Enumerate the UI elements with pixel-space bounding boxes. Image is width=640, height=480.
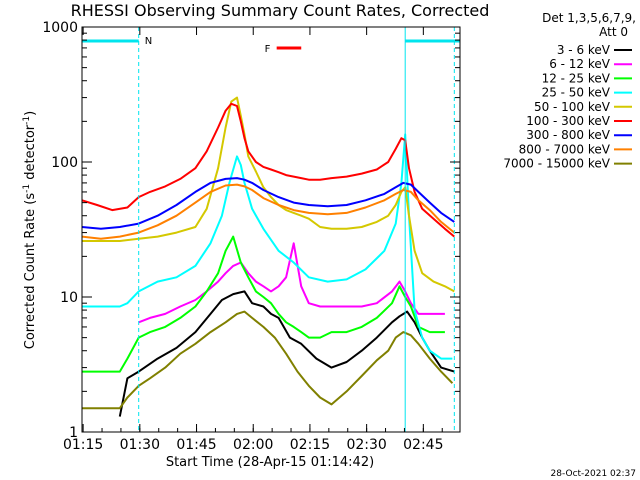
x-axis-title: Start Time (28-Apr-15 01:14:42)	[166, 455, 374, 470]
legend-label-300-800-kev: 300 - 800 keV	[526, 128, 610, 142]
y-axis-title-exp1: -1	[22, 184, 32, 193]
flare-label: F	[265, 44, 271, 55]
legend-label-25-50-kev: 25 - 50 keV	[542, 86, 611, 100]
x-tick-label: 02:30	[346, 437, 386, 453]
series-line-25-50-kev	[82, 133, 453, 360]
plot-frame	[81, 26, 461, 433]
y-tick-label: 1000	[42, 20, 78, 36]
x-tick-label: 02:00	[233, 437, 273, 453]
y-tick-label: 1	[69, 425, 78, 441]
y-tick-label: 10	[60, 290, 78, 306]
chart-title: RHESSI Observing Summary Count Rates, Co…	[71, 1, 490, 20]
series-line-7000-15000-kev	[82, 310, 454, 410]
legend-label-12-25-kev: 12 - 25 keV	[542, 71, 611, 85]
y-axis-title-part3: )	[23, 111, 38, 116]
legend-label-3-6-kev: 3 - 6 keV	[557, 43, 611, 57]
x-tick-label: 01:15	[63, 437, 103, 453]
y-tick-label: 100	[51, 155, 78, 171]
series-line-100-300-kev	[82, 102, 455, 238]
y-axis-title-part1: Corrected Count Rate (s	[23, 193, 38, 350]
y-axis-title-exp2: -1	[22, 116, 32, 125]
legend-label-7000-15000-kev: 7000 - 15000 keV	[503, 157, 610, 171]
legend-label-100-300-kev: 100 - 300 keV	[526, 114, 610, 128]
legend-header-line2: Att 0	[599, 25, 628, 39]
legend-label-50-100-kev: 50 - 100 keV	[534, 100, 611, 114]
x-tick-label: 01:45	[176, 437, 216, 453]
legend-header-line1: Det 1,3,5,6,7,9,	[542, 11, 636, 25]
legend-label-800-7000-kev: 800 - 7000 keV	[519, 142, 611, 156]
legend-label-6-12-kev: 6 - 12 keV	[549, 57, 611, 71]
x-tick-label: 02:45	[403, 437, 443, 453]
series-line-800-7000-kev	[82, 183, 455, 240]
series-line-300-800-kev	[82, 177, 455, 230]
y-axis-title: Corrected Count Rate (s-1 detector-1)	[22, 111, 38, 349]
x-tick-label: 02:15	[290, 437, 330, 453]
y-axis-title-part2: detector	[23, 124, 38, 184]
series-line-3-6-kev	[118, 290, 455, 417]
night-label: N	[145, 36, 152, 47]
footer-timestamp: 28-Oct-2021 02:37	[551, 469, 636, 479]
series-line-50-100-kev	[82, 96, 455, 293]
x-tick-label: 01:30	[120, 437, 160, 453]
series-line-12-25-kev	[82, 235, 445, 373]
